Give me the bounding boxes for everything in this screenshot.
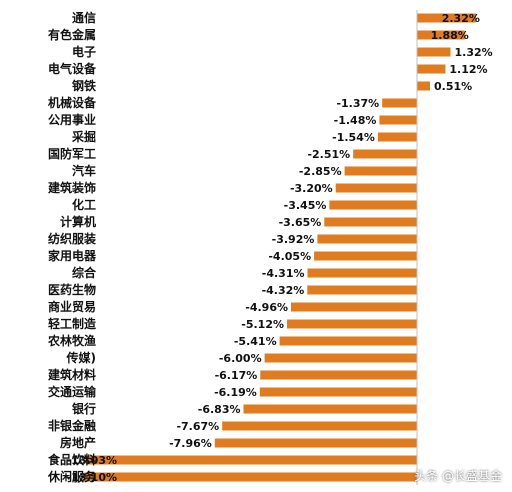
- data-label: -3.45%: [284, 199, 327, 212]
- category-label: 电气设备: [48, 61, 97, 76]
- data-label: -13.03%: [67, 454, 117, 467]
- data-label: -3.65%: [279, 216, 322, 229]
- category-label: 建筑装饰: [47, 180, 96, 195]
- data-label: -7.67%: [176, 420, 219, 433]
- bar: [84, 472, 418, 482]
- data-label: -5.41%: [234, 335, 277, 348]
- data-label: -5.12%: [241, 318, 284, 331]
- category-label: 轻工制造: [48, 316, 97, 331]
- category-label: 农林牧渔: [47, 333, 96, 348]
- bar: [417, 47, 451, 57]
- data-label: -6.83%: [198, 403, 241, 416]
- bar: [377, 132, 417, 142]
- data-label: 1.88%: [431, 29, 469, 42]
- category-label: 房地产: [60, 435, 96, 450]
- category-label: 采掘: [71, 129, 96, 144]
- bar: [417, 81, 430, 91]
- bar: [264, 353, 417, 363]
- category-label: 传媒): [66, 350, 97, 365]
- data-label: -6.00%: [219, 352, 262, 365]
- category-label: 纺织服装: [48, 231, 96, 246]
- bar: [379, 115, 417, 125]
- bar: [353, 149, 417, 159]
- category-label: 公用事业: [48, 112, 96, 127]
- bar: [335, 183, 417, 193]
- data-label: -1.37%: [336, 97, 379, 110]
- category-label: 休闲服务: [47, 469, 97, 484]
- data-label: -6.17%: [215, 369, 258, 382]
- category-label: 计算机: [60, 214, 96, 229]
- category-label: 机械设备: [48, 95, 97, 110]
- category-label: 商业贸易: [48, 299, 96, 314]
- category-label: 非银金融: [48, 418, 96, 433]
- bar: [317, 234, 417, 244]
- bar: [307, 285, 417, 295]
- bar: [344, 166, 417, 176]
- bar: [291, 302, 417, 312]
- data-label: -3.20%: [290, 182, 333, 195]
- data-label: 1.32%: [455, 46, 493, 59]
- bar: [86, 455, 417, 465]
- data-label: -2.85%: [299, 165, 342, 178]
- category-label: 建筑材料: [47, 367, 96, 382]
- bar: [314, 251, 417, 261]
- data-label: -3.92%: [272, 233, 315, 246]
- category-label: 钢铁: [72, 78, 96, 93]
- data-label: 0.51%: [434, 80, 472, 93]
- category-label: 化工: [72, 197, 96, 212]
- bar: [417, 30, 465, 40]
- category-label: 交通运输: [48, 384, 97, 399]
- data-label: -4.05%: [268, 250, 311, 263]
- data-label: 2.32%: [442, 12, 480, 25]
- category-label: 医药生物: [48, 282, 96, 297]
- bar: [307, 268, 417, 278]
- bar: [243, 404, 417, 414]
- bar: [287, 319, 417, 329]
- bar: [222, 421, 417, 431]
- category-label: 汽车: [72, 163, 96, 178]
- data-label: 1.12%: [449, 63, 487, 76]
- data-label: -4.31%: [262, 267, 305, 280]
- data-label: -4.96%: [245, 301, 288, 314]
- bar: [417, 13, 476, 23]
- data-label: -4.32%: [262, 284, 305, 297]
- data-label: -1.48%: [334, 114, 377, 127]
- bar: [329, 200, 417, 210]
- bar: [214, 438, 417, 448]
- category-label: 电子: [72, 44, 96, 59]
- category-label: 国防军工: [48, 146, 96, 161]
- category-label: 家用电器: [48, 248, 97, 263]
- category-label: 综合: [72, 265, 97, 280]
- bar: [260, 370, 417, 380]
- data-label: -2.51%: [307, 148, 350, 161]
- bar: [259, 387, 417, 397]
- data-label: -6.19%: [214, 386, 257, 399]
- category-label: 通信: [72, 10, 96, 25]
- bar: [417, 64, 446, 74]
- data-label: -7.96%: [169, 437, 212, 450]
- data-label: -1.54%: [332, 131, 375, 144]
- category-label: 有色金属: [48, 27, 96, 42]
- category-label: 食品饮料: [47, 452, 96, 467]
- category-label: 银行: [72, 401, 96, 416]
- data-label: -13.10%: [67, 471, 117, 484]
- bar: [324, 217, 417, 227]
- watermark: 头条 @长盛基金: [414, 469, 502, 483]
- bar: [382, 98, 417, 108]
- bar: [279, 336, 417, 346]
